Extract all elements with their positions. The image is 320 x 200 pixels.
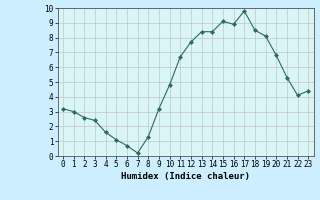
X-axis label: Humidex (Indice chaleur): Humidex (Indice chaleur): [121, 172, 250, 181]
